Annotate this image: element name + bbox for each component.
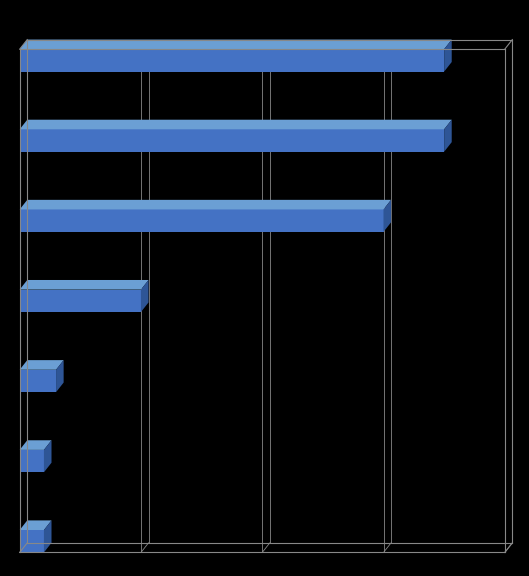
Polygon shape <box>20 200 391 210</box>
Polygon shape <box>20 120 452 130</box>
Polygon shape <box>444 40 452 71</box>
Polygon shape <box>20 130 444 151</box>
Polygon shape <box>44 520 51 552</box>
Polygon shape <box>44 440 51 472</box>
Polygon shape <box>20 360 63 370</box>
Polygon shape <box>20 290 141 312</box>
Polygon shape <box>141 280 149 312</box>
Polygon shape <box>20 440 51 450</box>
Polygon shape <box>20 520 51 530</box>
Polygon shape <box>20 210 384 232</box>
Polygon shape <box>20 49 444 71</box>
Polygon shape <box>20 450 44 472</box>
Polygon shape <box>20 370 56 392</box>
Polygon shape <box>56 360 63 392</box>
Polygon shape <box>20 280 149 290</box>
Polygon shape <box>384 200 391 232</box>
Polygon shape <box>444 120 452 151</box>
Polygon shape <box>20 530 44 552</box>
Polygon shape <box>20 40 452 49</box>
